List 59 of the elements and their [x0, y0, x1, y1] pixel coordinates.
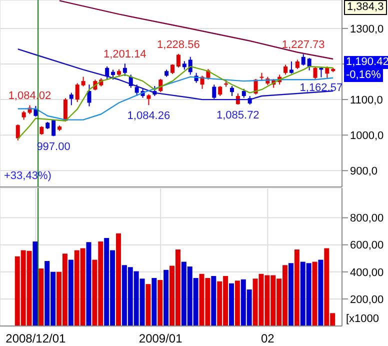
- candlestick: [301, 54, 306, 66]
- candlestick: [105, 66, 110, 80]
- y-tick-label: 800,00: [350, 212, 384, 225]
- bar: [116, 233, 121, 326]
- bar: [228, 283, 234, 326]
- bar: [294, 250, 300, 326]
- y-tick-label: 200,00: [350, 294, 384, 306]
- bar: [38, 268, 44, 326]
- annotation: 1,228.56: [157, 38, 200, 51]
- y-tick-label: 1300,0: [350, 23, 384, 36]
- candlestick: [122, 63, 127, 77]
- y-tick-label: 1100,0: [350, 94, 383, 106]
- candlestick: [69, 92, 74, 106]
- candlestick: [16, 124, 20, 141]
- candlestick: [307, 57, 312, 71]
- bar: [288, 263, 294, 326]
- annotation: 1,227.73: [282, 39, 325, 52]
- annotation: 1,085.72: [216, 109, 260, 122]
- candlestick: [81, 76, 86, 87]
- x-tick-label: 2009/01: [138, 332, 183, 346]
- candlestick: [146, 94, 151, 106]
- bar: [32, 241, 38, 326]
- text: [x1000: [345, 313, 380, 326]
- candlestick: [75, 82, 80, 103]
- text: 1,384,3: [344, 0, 387, 15]
- y-tick-label: 600,00: [350, 240, 384, 252]
- candlestick: [111, 69, 116, 80]
- annotation: 1,201.14: [103, 48, 146, 61]
- bar: [152, 278, 157, 326]
- x-tick-label: 2008/12/01: [6, 332, 66, 346]
- candlestick: [218, 86, 222, 96]
- bar: [68, 260, 74, 326]
- candlestick: [176, 53, 180, 68]
- y-tick-label: 900,0: [350, 166, 378, 178]
- text: -0,16%: [344, 69, 383, 82]
- line-series: [58, 0, 334, 60]
- candlestick: [284, 64, 288, 76]
- bar: [86, 242, 92, 326]
- annotation: 1,162.57: [300, 82, 343, 94]
- y-tick-label: 1000,0: [350, 130, 384, 142]
- candlestick: [230, 86, 234, 96]
- bar: [234, 280, 240, 326]
- bar: [318, 260, 324, 326]
- bar: [146, 284, 151, 326]
- bar: [312, 262, 318, 326]
- bar: [164, 270, 169, 326]
- y-tick-label: 400,00: [350, 266, 384, 279]
- candlestick: [134, 84, 139, 96]
- candlestick: [295, 59, 300, 70]
- candlestick: [325, 66, 330, 80]
- text: 1,190.42: [344, 56, 388, 69]
- annotation: 1,084.26: [127, 110, 170, 122]
- bar: [211, 276, 216, 326]
- candlestick: [289, 61, 294, 74]
- bar: [158, 280, 163, 326]
- x-tick-label: 02: [260, 332, 275, 346]
- candlestick: [212, 84, 216, 100]
- candlestick: [313, 66, 318, 80]
- candlestick: [87, 84, 92, 107]
